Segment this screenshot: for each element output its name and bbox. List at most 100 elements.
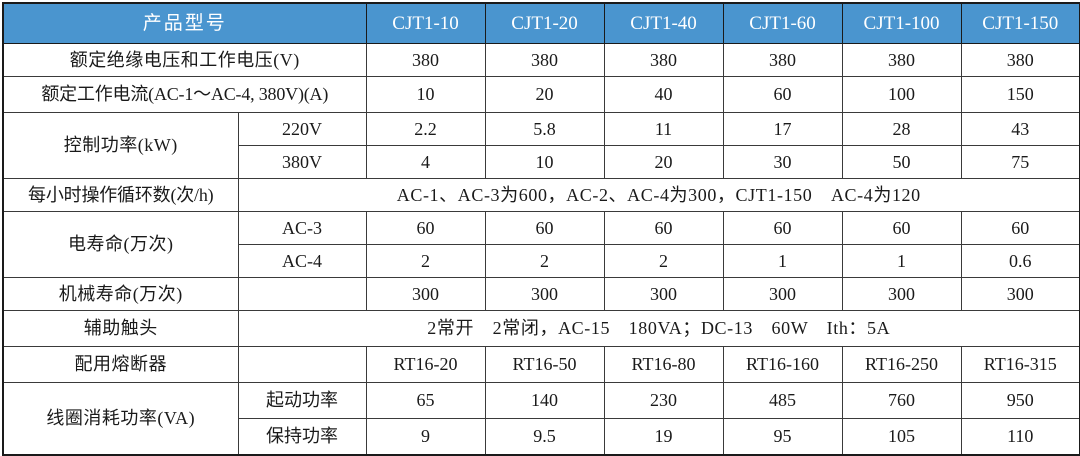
cell-matched-fuse-cjt1-40: RT16-80 — [603, 346, 724, 383]
header-model-cjt1-100: CJT1-100 — [841, 2, 962, 44]
sub-label-starting-power: 起动功率 — [237, 382, 367, 419]
table-row-matched-fuse: 配用熔断器 RT16-20 RT16-50 RT16-80 RT16-160 R… — [2, 346, 1080, 383]
cell-coil-holding-cjt1-100: 105 — [841, 418, 962, 455]
cell-mechanical-life-cjt1-40: 300 — [603, 277, 724, 311]
sub-label-ac-3: AC-3 — [237, 211, 367, 245]
header-model-cjt1-150: CJT1-150 — [960, 2, 1080, 44]
cell-electrical-life-ac4-cjt1-40: 2 — [603, 244, 724, 278]
cell-electrical-life-ac3-cjt1-20: 60 — [484, 211, 605, 245]
cell-coil-starting-cjt1-150: 950 — [960, 382, 1080, 419]
row-label-auxiliary-contacts: 辅助触头 — [2, 310, 239, 347]
row-label-coil-power: 线圈消耗功率(VA) — [2, 382, 239, 455]
cell-rated-current-cjt1-10: 10 — [365, 76, 486, 113]
cell-control-power-380v-cjt1-60: 30 — [722, 145, 843, 179]
cell-coil-holding-cjt1-60: 95 — [722, 418, 843, 455]
cell-rated-current-cjt1-150: 150 — [960, 76, 1080, 113]
cell-control-power-220v-cjt1-20: 5.8 — [484, 112, 605, 146]
cell-rated-voltage-cjt1-40: 380 — [603, 43, 724, 77]
cell-matched-fuse-cjt1-20: RT16-50 — [484, 346, 605, 383]
cell-control-power-380v-cjt1-10: 4 — [365, 145, 486, 179]
cell-mechanical-life-cjt1-10: 300 — [365, 277, 486, 311]
sub-label-220v: 220V — [237, 112, 367, 146]
cell-rated-voltage-cjt1-60: 380 — [722, 43, 843, 77]
table-row-electrical-life-ac3: 电寿命(万次) AC-3 60 60 60 60 60 60 — [2, 211, 1080, 278]
cell-coil-starting-cjt1-20: 140 — [484, 382, 605, 419]
sub-label-matched-fuse-empty — [237, 346, 367, 383]
cell-rated-current-cjt1-40: 40 — [603, 76, 724, 113]
cell-rated-voltage-cjt1-150: 380 — [960, 43, 1080, 77]
cell-control-power-220v-cjt1-100: 28 — [841, 112, 962, 146]
table-row-coil-power-starting: 线圈消耗功率(VA) 起动功率 65 140 230 485 760 950 — [2, 382, 1080, 455]
header-product-model-label: 产品型号 — [2, 2, 367, 44]
table-row-mechanical-life: 机械寿命(万次) 300 300 300 300 300 300 — [2, 277, 1080, 311]
cell-mechanical-life-cjt1-20: 300 — [484, 277, 605, 311]
cell-matched-fuse-cjt1-10: RT16-20 — [365, 346, 486, 383]
cell-matched-fuse-cjt1-100: RT16-250 — [841, 346, 962, 383]
note-auxiliary-contacts: 2常开 2常闭，AC-15 180VA；DC-13 60W Ith：5A — [237, 310, 1080, 347]
table-row-electrical-life-ac4: AC-4 2 2 2 1 1 0.6 — [3, 244, 1080, 278]
table-row-control-power-220v: 控制功率(kW) 220V 2.2 5.8 11 17 28 43 — [2, 112, 1080, 179]
cell-rated-current-cjt1-20: 20 — [484, 76, 605, 113]
cell-electrical-life-ac3-cjt1-100: 60 — [841, 211, 962, 245]
cell-control-power-380v-cjt1-40: 20 — [603, 145, 724, 179]
cell-coil-holding-cjt1-150: 110 — [960, 418, 1080, 455]
sub-label-380v: 380V — [237, 145, 367, 179]
cell-control-power-220v-cjt1-10: 2.2 — [365, 112, 486, 146]
header-model-cjt1-40: CJT1-40 — [603, 2, 724, 44]
table-row-rated-current: 额定工作电流(AC-1～AC-4, 380V)(A) 10 20 40 60 1… — [2, 76, 1080, 113]
cell-coil-holding-cjt1-20: 9.5 — [484, 418, 605, 455]
cell-rated-voltage-cjt1-20: 380 — [484, 43, 605, 77]
cell-mechanical-life-cjt1-150: 300 — [960, 277, 1080, 311]
cell-coil-holding-cjt1-10: 9 — [365, 418, 486, 455]
cell-electrical-life-ac3-cjt1-40: 60 — [603, 211, 724, 245]
cell-control-power-220v-cjt1-60: 17 — [722, 112, 843, 146]
header-model-cjt1-20: CJT1-20 — [484, 2, 605, 44]
row-label-mechanical-life: 机械寿命(万次) — [2, 277, 239, 311]
cell-control-power-380v-cjt1-100: 50 — [841, 145, 962, 179]
cell-electrical-life-ac4-cjt1-60: 1 — [722, 244, 843, 278]
row-label-electrical-life: 电寿命(万次) — [2, 211, 239, 278]
cell-electrical-life-ac3-cjt1-10: 60 — [365, 211, 486, 245]
sub-label-mechanical-life-empty — [237, 277, 367, 311]
sub-label-holding-power: 保持功率 — [237, 418, 367, 455]
cell-electrical-life-ac4-cjt1-100: 1 — [841, 244, 962, 278]
cell-rated-current-cjt1-60: 60 — [722, 76, 843, 113]
header-model-cjt1-10: CJT1-10 — [365, 2, 486, 44]
cell-control-power-380v-cjt1-20: 10 — [484, 145, 605, 179]
cell-matched-fuse-cjt1-150: RT16-315 — [960, 346, 1080, 383]
cell-rated-voltage-cjt1-100: 380 — [841, 43, 962, 77]
header-model-cjt1-60: CJT1-60 — [722, 2, 843, 44]
cell-electrical-life-ac3-cjt1-150: 60 — [960, 211, 1080, 245]
cell-electrical-life-ac4-cjt1-10: 2 — [365, 244, 486, 278]
sub-label-ac-4: AC-4 — [237, 244, 367, 278]
cell-electrical-life-ac3-cjt1-60: 60 — [722, 211, 843, 245]
row-label-operations-per-hour: 每小时操作循环数(次/h) — [2, 178, 239, 212]
row-label-matched-fuse: 配用熔断器 — [2, 346, 239, 383]
cell-coil-starting-cjt1-40: 230 — [603, 382, 724, 419]
row-label-rated-voltage: 额定绝缘电压和工作电压(V) — [2, 43, 367, 77]
cell-coil-starting-cjt1-10: 65 — [365, 382, 486, 419]
note-operations-per-hour: AC-1、AC-3为600，AC-2、AC-4为300，CJT1-150 AC-… — [237, 178, 1080, 212]
cell-electrical-life-ac4-cjt1-20: 2 — [484, 244, 605, 278]
table-row-operations-per-hour: 每小时操作循环数(次/h) AC-1、AC-3为600，AC-2、AC-4为30… — [2, 178, 1080, 212]
cell-control-power-220v-cjt1-40: 11 — [603, 112, 724, 146]
cell-rated-current-cjt1-100: 100 — [841, 76, 962, 113]
cell-control-power-220v-cjt1-150: 43 — [960, 112, 1080, 146]
table-row-control-power-380v: 380V 4 10 20 30 50 75 — [3, 145, 1080, 179]
cell-coil-starting-cjt1-100: 760 — [841, 382, 962, 419]
cell-rated-voltage-cjt1-10: 380 — [365, 43, 486, 77]
table-row-rated-voltage: 额定绝缘电压和工作电压(V) 380 380 380 380 380 380 — [2, 43, 1080, 77]
cell-coil-holding-cjt1-40: 19 — [603, 418, 724, 455]
cell-mechanical-life-cjt1-60: 300 — [722, 277, 843, 311]
cell-electrical-life-ac4-cjt1-150: 0.6 — [960, 244, 1080, 278]
row-label-rated-current: 额定工作电流(AC-1～AC-4, 380V)(A) — [2, 76, 367, 113]
cell-control-power-380v-cjt1-150: 75 — [960, 145, 1080, 179]
cell-mechanical-life-cjt1-100: 300 — [841, 277, 962, 311]
row-label-control-power: 控制功率(kW) — [2, 112, 239, 179]
cell-matched-fuse-cjt1-60: RT16-160 — [722, 346, 843, 383]
table-header-row: 产品型号 CJT1-10 CJT1-20 CJT1-40 CJT1-60 CJT… — [2, 2, 1080, 44]
table-row-auxiliary-contacts: 辅助触头 2常开 2常闭，AC-15 180VA；DC-13 60W Ith：5… — [2, 310, 1080, 347]
cell-coil-starting-cjt1-60: 485 — [722, 382, 843, 419]
